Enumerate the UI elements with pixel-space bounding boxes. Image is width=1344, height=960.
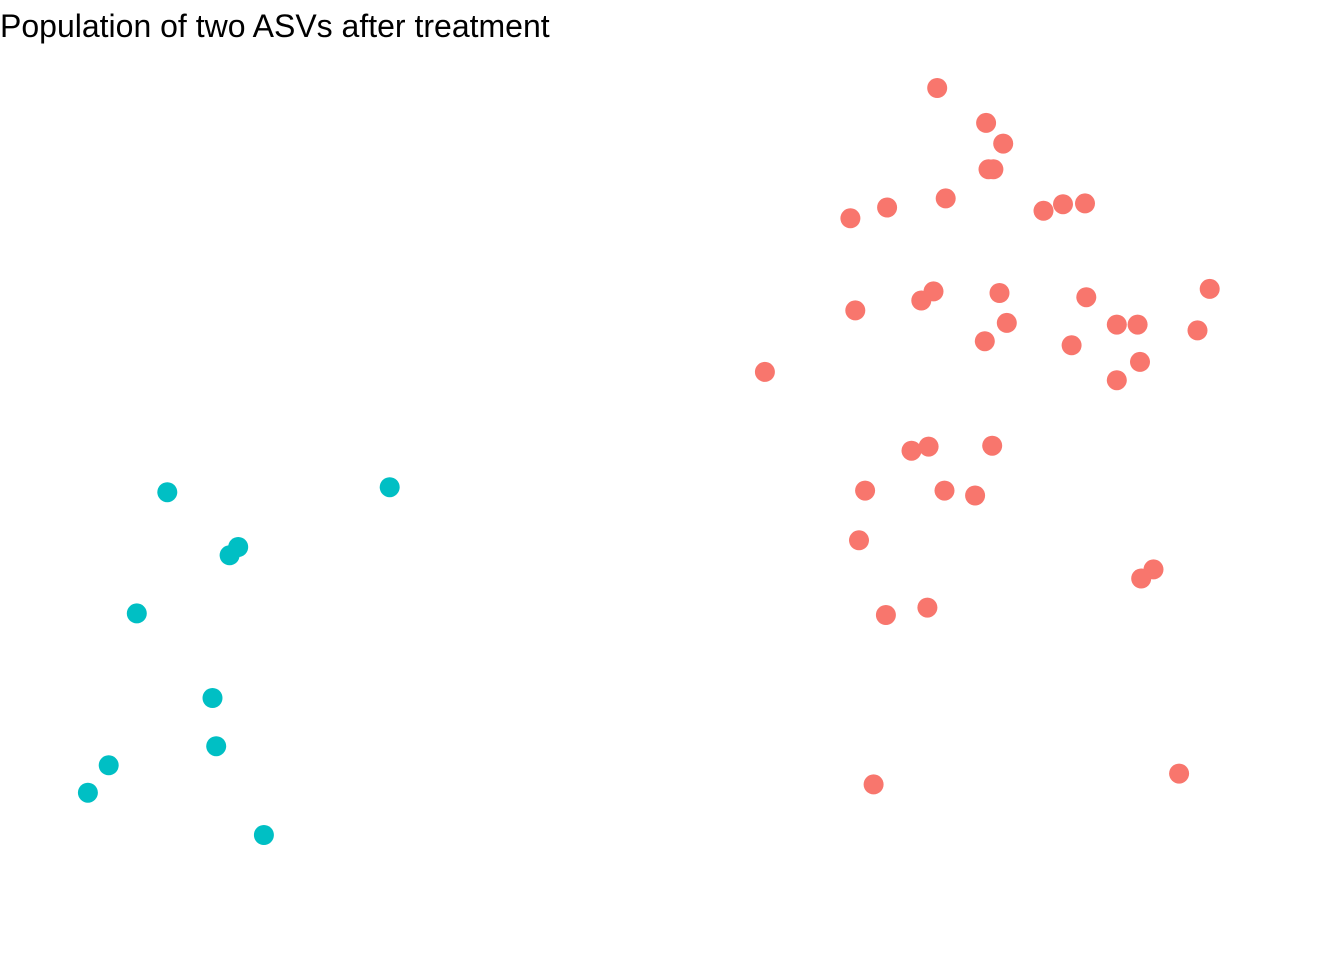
data-point-s1-22	[974, 331, 995, 352]
points-layer	[77, 78, 1220, 845]
data-point-s1-36	[917, 597, 938, 618]
data-point-s1-19	[1106, 314, 1127, 335]
chart-title: Population of two ASVs after treatment	[0, 8, 550, 44]
data-point-s2-2	[157, 482, 178, 503]
data-point-s1-15	[989, 283, 1010, 303]
data-point-s1-38	[1169, 763, 1190, 784]
data-point-s1-27	[918, 436, 939, 457]
data-point-s1-12	[1199, 278, 1220, 299]
data-point-s1-8	[840, 208, 861, 229]
data-point-s1-24	[754, 361, 775, 382]
data-point-s1-35	[1131, 568, 1152, 589]
data-point-s1-39	[863, 774, 884, 795]
data-point-s2-9	[77, 782, 98, 803]
data-point-s2-6	[202, 688, 223, 708]
data-point-s1-31	[934, 480, 955, 501]
data-point-s1-29	[982, 435, 1003, 456]
data-point-s1-16	[1076, 287, 1097, 308]
data-point-s1-23	[1061, 335, 1082, 356]
data-point-s2-4	[219, 545, 240, 566]
data-point-s1-1	[927, 78, 948, 98]
data-point-s2-5	[126, 603, 147, 624]
data-point-s1-18	[996, 312, 1017, 333]
data-point-s1-11	[1075, 193, 1095, 214]
data-point-s1-28	[901, 440, 922, 461]
data-point-s1-2	[976, 112, 997, 133]
data-point-s2-8	[98, 755, 119, 776]
data-point-s1-25	[1130, 351, 1150, 372]
data-point-s1-32	[965, 485, 986, 506]
data-point-s1-17	[845, 300, 866, 321]
data-point-s2-1	[379, 477, 400, 498]
data-point-s2-10	[253, 825, 274, 845]
data-point-s1-5	[983, 159, 1004, 180]
data-point-s2-7	[206, 736, 227, 757]
data-point-s1-30	[855, 480, 876, 501]
data-point-s1-33	[849, 530, 869, 551]
data-point-s1-21	[1187, 320, 1208, 341]
data-point-s1-10	[1053, 194, 1073, 215]
data-point-s1-14	[911, 290, 932, 311]
data-point-s1-3	[993, 133, 1014, 154]
data-point-s1-7	[877, 197, 898, 218]
data-point-s1-26	[1106, 370, 1127, 391]
data-point-s1-20	[1127, 314, 1148, 335]
data-point-s1-6	[935, 188, 956, 209]
data-point-s1-9	[1033, 200, 1054, 221]
data-point-s1-37	[875, 605, 896, 625]
